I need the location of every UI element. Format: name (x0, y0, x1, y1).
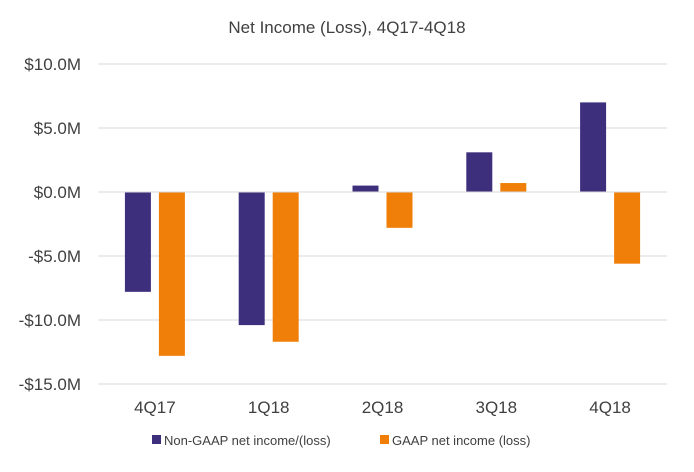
legend: Non-GAAP net income/(loss) GAAP net incom… (152, 433, 530, 448)
legend-swatch (380, 435, 389, 444)
bar-gaap-2q18 (386, 192, 413, 228)
y-tick-label: $0.0M (34, 183, 81, 202)
legend-label: GAAP net income (loss) (392, 433, 530, 448)
y-tick-label: $10.0M (24, 55, 81, 74)
bar-non-gaap-4q18 (580, 102, 607, 192)
y-tick-label: -$15.0M (19, 375, 81, 394)
bar-gaap-4q18 (614, 192, 641, 264)
x-tick-label: 1Q18 (248, 398, 290, 417)
gridlines (98, 63, 667, 385)
bars (124, 102, 641, 356)
x-axis-ticks: 4Q17 1Q18 2Q18 3Q18 4Q18 (134, 398, 631, 417)
chart-title: Net Income (Loss), 4Q17-4Q18 (228, 18, 465, 37)
bar-non-gaap-3q18 (466, 152, 493, 192)
x-tick-label: 2Q18 (362, 398, 404, 417)
bar-gaap-3q18 (500, 183, 527, 192)
y-tick-label: -$5.0M (28, 247, 81, 266)
bar-non-gaap-2q18 (352, 185, 379, 192)
y-tick-label: -$10.0M (19, 311, 81, 330)
bar-gaap-4q17 (158, 192, 185, 356)
bar-non-gaap-1q18 (238, 192, 265, 326)
bar-non-gaap-4q17 (124, 192, 151, 292)
x-tick-label: 4Q17 (134, 398, 176, 417)
x-tick-label: 4Q18 (589, 398, 631, 417)
x-tick-label: 3Q18 (476, 398, 518, 417)
y-tick-label: $5.0M (34, 119, 81, 138)
legend-label: Non-GAAP net income/(loss) (164, 433, 331, 448)
y-axis-ticks: $10.0M $5.0M $0.0M -$5.0M -$10.0M -$15.0M (19, 55, 81, 394)
legend-swatch (152, 435, 161, 444)
bar-gaap-1q18 (272, 192, 299, 342)
